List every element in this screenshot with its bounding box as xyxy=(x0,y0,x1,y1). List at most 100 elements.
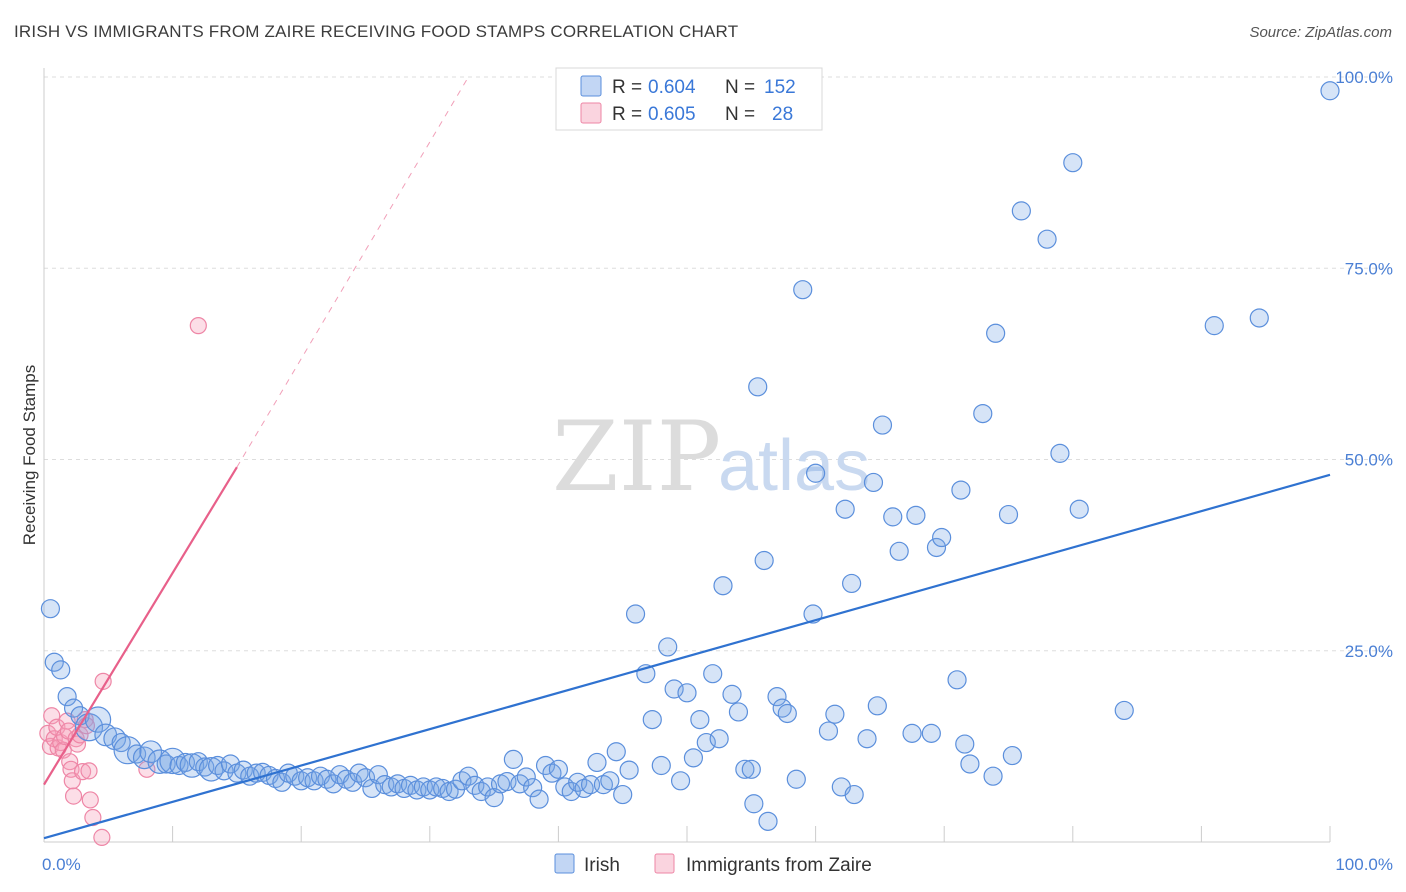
bottom-legend-swatch-irish xyxy=(554,853,575,874)
irish-point-136 xyxy=(951,480,971,500)
irish-point-135 xyxy=(947,670,967,690)
x-tick-labels: 0.0% 100.0% xyxy=(42,855,1393,874)
grid-lines xyxy=(44,76,1390,652)
watermark-atlas: atlas xyxy=(718,426,870,506)
irish-point-114 xyxy=(786,769,806,789)
irish-point-133 xyxy=(926,537,947,558)
y-tick-label-1: 50.0% xyxy=(1345,451,1393,470)
irish-point-108 xyxy=(748,377,768,397)
irish-point-7 xyxy=(84,706,112,733)
legend-bottom: Irish Immigrants from Zaire xyxy=(554,853,872,876)
irish-point-126 xyxy=(867,696,887,716)
irish-point-113 xyxy=(777,703,797,724)
watermark-zip: ZIP xyxy=(552,401,721,513)
y-tick-label-3: 100.0% xyxy=(1335,68,1393,87)
zaire-point-18 xyxy=(73,763,92,781)
irish-point-125 xyxy=(863,472,884,493)
irish-point-132 xyxy=(921,723,941,743)
irish-point-118 xyxy=(818,721,839,741)
irish-point-96 xyxy=(677,683,697,703)
irish-point-21 xyxy=(188,752,208,772)
irish-point-83 xyxy=(587,752,607,773)
zaire-trendline xyxy=(43,466,238,786)
irish-point-10 xyxy=(111,732,131,753)
irish-point-58 xyxy=(426,777,446,797)
zaire-point-23 xyxy=(84,808,102,827)
irish-point-74 xyxy=(529,789,549,809)
bottom-legend-irish: Irish xyxy=(584,855,620,876)
irish-point-0 xyxy=(40,599,61,619)
irish-point-99 xyxy=(696,732,716,753)
irish-point-111 xyxy=(767,687,787,707)
legend-box xyxy=(555,67,823,131)
irish-point-143 xyxy=(1002,745,1022,766)
irish-trendline xyxy=(43,473,1331,840)
irish-point-70 xyxy=(503,749,523,769)
irish-point-95 xyxy=(670,771,691,791)
irish-point-93 xyxy=(658,637,678,657)
irish-point-147 xyxy=(1063,153,1083,173)
y-tick-label-0: 25.0% xyxy=(1345,642,1393,661)
bottom-legend-zaire: Immigrants from Zaire xyxy=(686,855,872,876)
irish-point-128 xyxy=(883,507,903,527)
irish-point-86 xyxy=(606,742,626,762)
irish-point-122 xyxy=(842,573,862,594)
irish-point-141 xyxy=(986,323,1006,343)
legend-top: R = 0.604 N = 152 R = 0.605 N = 28 xyxy=(555,67,823,131)
irish-point-14 xyxy=(139,740,163,764)
irish-point-106 xyxy=(741,759,761,779)
legend-zaire-r-label: R = xyxy=(612,104,642,125)
x-tick-label-0: 0.0% xyxy=(42,855,81,874)
irish-point-140 xyxy=(983,766,1003,786)
x-ticks xyxy=(172,826,1331,842)
legend-zaire-n-label: N = xyxy=(725,104,755,125)
irish-point-17 xyxy=(159,747,186,775)
legend-zaire-r-value: 0.605 xyxy=(648,104,696,125)
irish-point-110 xyxy=(758,811,778,831)
irish-point-103 xyxy=(722,684,742,704)
legend-swatch-irish xyxy=(580,75,602,97)
y-tick-label-2: 75.0% xyxy=(1345,259,1393,278)
irish-point-150 xyxy=(1204,316,1224,336)
zaire-point-24 xyxy=(93,828,111,847)
irish-point-146 xyxy=(1050,443,1070,463)
irish-point-127 xyxy=(872,415,893,435)
irish-point-145 xyxy=(1037,229,1057,249)
irish-point-89 xyxy=(625,604,646,624)
irish-point-124 xyxy=(857,729,877,749)
irish-point-148 xyxy=(1069,499,1089,519)
irish-point-73 xyxy=(523,778,543,798)
irish-point-85 xyxy=(600,771,620,791)
irish-point-105 xyxy=(735,759,755,779)
irish-point-104 xyxy=(728,702,749,722)
irish-point-12 xyxy=(126,744,147,764)
legend-zaire-n-value: 28 xyxy=(772,104,793,125)
source-label: Source: ZipAtlas.com xyxy=(1249,24,1392,41)
irish-point-13 xyxy=(132,746,156,770)
x-tick-label-1: 100.0% xyxy=(1335,855,1393,874)
irish-point-72 xyxy=(516,767,536,787)
irish-point-92 xyxy=(651,755,671,776)
irish-point-144 xyxy=(1011,201,1031,221)
bottom-legend-swatch-zaire xyxy=(654,853,675,874)
y-axis-label: Receiving Food Stamps xyxy=(20,365,39,545)
irish-point-131 xyxy=(906,505,926,525)
irish-point-102 xyxy=(713,576,733,596)
irish-point-49 xyxy=(368,765,388,785)
irish-point-152 xyxy=(1320,81,1340,101)
irish-point-149 xyxy=(1114,700,1134,721)
irish-point-117 xyxy=(805,463,826,483)
irish-point-134 xyxy=(932,527,952,548)
irish-point-94 xyxy=(664,679,684,699)
legend-swatch-zaire xyxy=(580,102,602,124)
legend-irish-n-value: 152 xyxy=(764,77,796,98)
zaire-trendline-extension xyxy=(236,76,469,468)
irish-point-11 xyxy=(113,736,142,765)
irish-point-1 xyxy=(44,652,64,672)
irish-point-88 xyxy=(619,760,639,780)
irish-point-101 xyxy=(709,729,729,749)
y-tick-labels: 25.0% 50.0% 75.0% 100.0% xyxy=(1335,68,1393,661)
legend-irish-r-value: 0.604 xyxy=(648,77,696,98)
irish-point-100 xyxy=(703,664,723,684)
irish-point-139 xyxy=(973,404,993,424)
